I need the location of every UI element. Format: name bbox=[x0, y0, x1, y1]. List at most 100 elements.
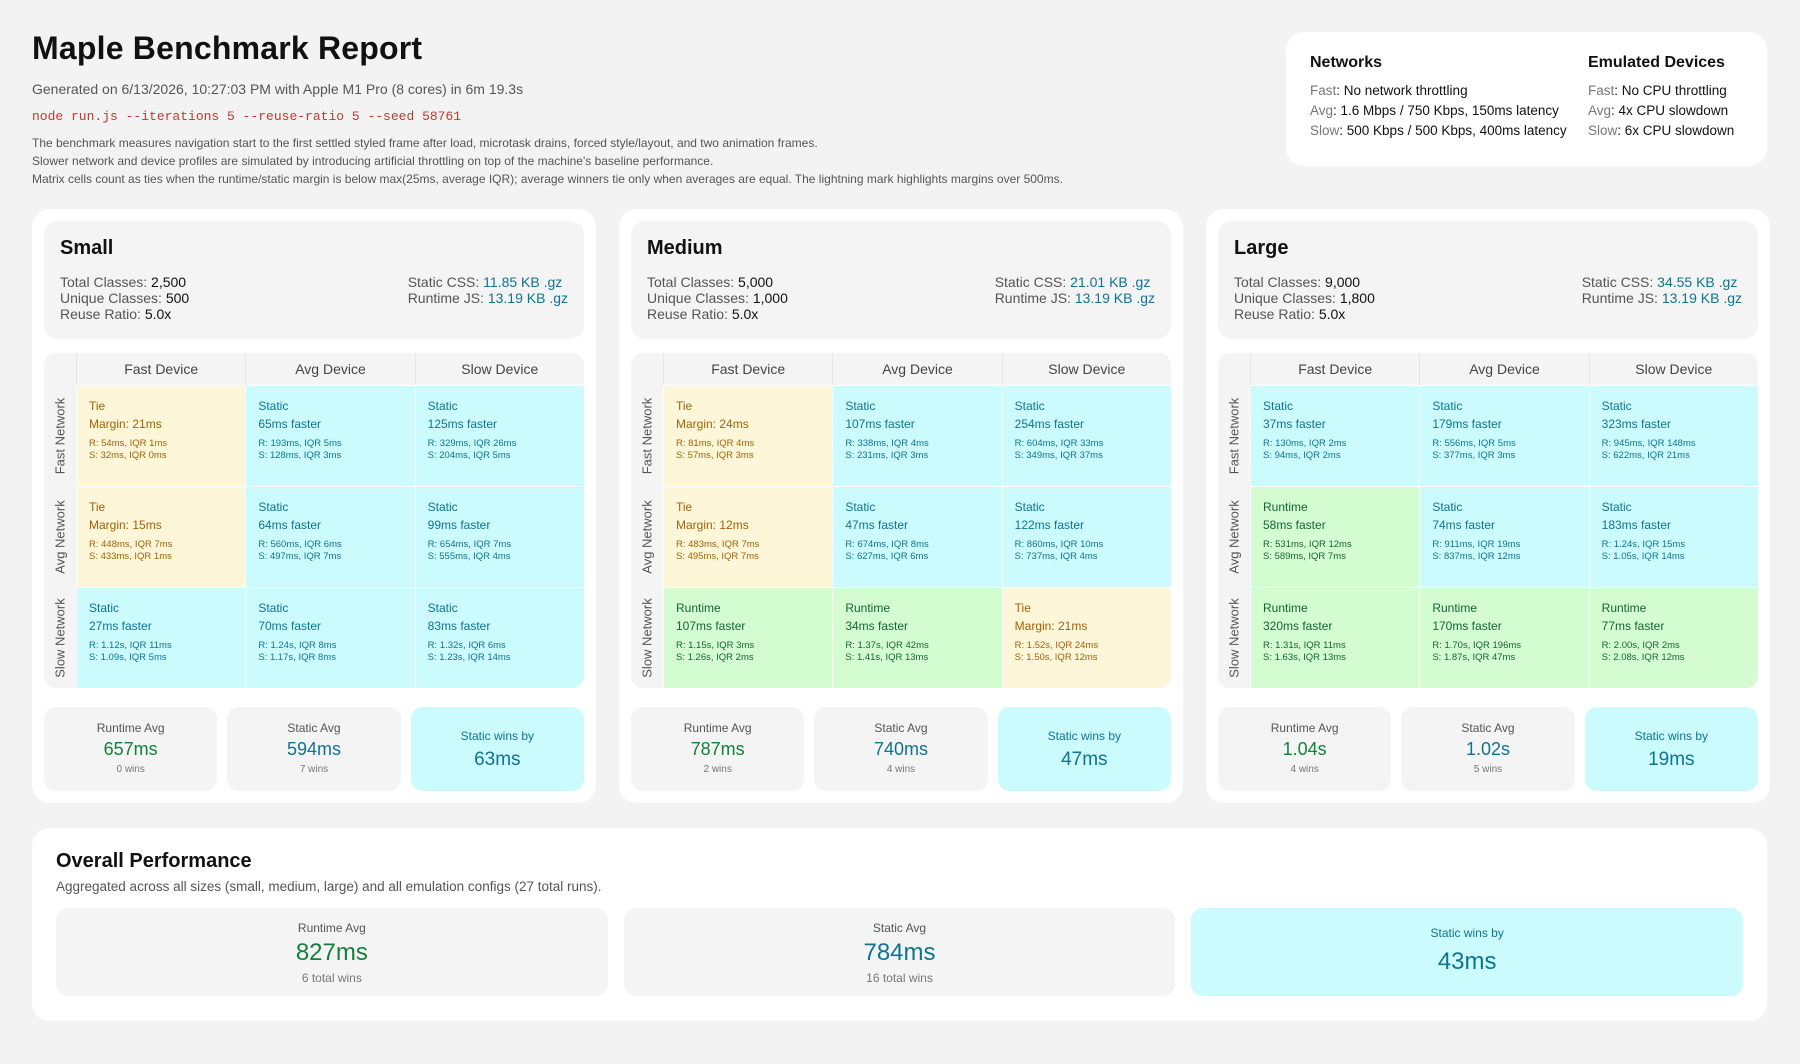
runtime-js-size: 13.19 KB .gz bbox=[1661, 290, 1742, 306]
cell-margin: 37ms faster bbox=[1263, 417, 1326, 431]
cell-runtime-stats: R: 604ms, IQR 33ms bbox=[1014, 438, 1104, 449]
runtime-wins: 4 wins bbox=[1290, 764, 1319, 775]
cell-margin: 320ms faster bbox=[1263, 619, 1333, 633]
cell-winner: Tie bbox=[89, 399, 106, 413]
matrix-header: Fast Device Avg Device Slow Device bbox=[631, 353, 1171, 385]
result-cell-avg-network-fast-device: Tie Margin: 15ms R: 448ms, IQR 7ms S: 43… bbox=[76, 486, 246, 587]
result-cell-fast-network-avg-device: Static 65ms faster R: 193ms, IQR 5ms S: … bbox=[245, 385, 415, 486]
matrix-row-fast-network: Fast Network Tie Margin: 21ms R: 54ms, I… bbox=[44, 385, 584, 486]
cell-winner: Runtime bbox=[1263, 500, 1308, 514]
static-avg-value: 740ms bbox=[873, 739, 928, 759]
cell-static-stats: S: 1.87s, IQR 47ms bbox=[1432, 651, 1516, 663]
static-avg-box: Static Avg 1.02s 5 wins bbox=[1401, 707, 1575, 791]
cell-margin: 47ms faster bbox=[845, 518, 909, 532]
cell-margin: 254ms faster bbox=[1014, 417, 1085, 431]
reuse-ratio: 5.0x bbox=[731, 306, 759, 322]
cell-margin: Margin: 15ms bbox=[89, 518, 162, 532]
overall-performance: Overall Performance Aggregated across al… bbox=[32, 828, 1767, 1021]
winner-box: Static wins by 47ms bbox=[997, 707, 1171, 791]
runtime-js-size: 13.19 KB .gz bbox=[487, 290, 568, 306]
description-line: The benchmark measures navigation start … bbox=[32, 136, 818, 150]
result-cell-avg-network-fast-device: Runtime 58ms faster R: 531ms, IQR 12ms S… bbox=[1250, 486, 1420, 587]
runtime-js-size: 13.19 KB .gz bbox=[1074, 290, 1155, 306]
cell-static-stats: S: 837ms, IQR 12ms bbox=[1432, 550, 1521, 562]
results-matrix: Fast Device Avg Device Slow Device Fast … bbox=[44, 353, 584, 688]
cell-static-stats: S: 555ms, IQR 4ms bbox=[427, 550, 511, 562]
total-classes: 5,000 bbox=[738, 274, 774, 290]
matrix-row-fast-network: Fast Network Static 37ms faster R: 130ms… bbox=[1218, 385, 1758, 486]
cell-runtime-stats: R: 338ms, IQR 4ms bbox=[845, 438, 929, 449]
panel-summary: Runtime Avg 1.04s 4 wins Static Avg 1.02… bbox=[1218, 707, 1758, 791]
results-matrix: Fast Device Avg Device Slow Device Fast … bbox=[1218, 353, 1758, 688]
overall-static-avg: Static Avg 784ms 16 total wins bbox=[623, 908, 1176, 996]
cell-runtime-stats: R: 1.52s, IQR 24ms bbox=[1014, 640, 1099, 651]
row-label: Fast Network bbox=[631, 385, 663, 486]
devices-legend: Emulated Devices Fast: No CPU throttling… bbox=[1588, 54, 1734, 144]
result-cell-avg-network-slow-device: Static 122ms faster R: 860ms, IQR 10ms S… bbox=[1001, 486, 1171, 587]
class-stats: Total Classes: 5,000 Unique Classes: 1,0… bbox=[647, 274, 788, 322]
total-classes: 2,500 bbox=[151, 274, 187, 290]
cell-static-stats: S: 32ms, IQR 0ms bbox=[89, 449, 167, 461]
cell-static-stats: S: 1.05s, IQR 14ms bbox=[1601, 550, 1685, 562]
result-cell-fast-network-avg-device: Static 179ms faster R: 556ms, IQR 5ms S:… bbox=[1419, 385, 1589, 486]
panel-small: Small Total Classes: 2,500 Unique Classe… bbox=[32, 209, 596, 803]
cell-runtime-stats: R: 1.12s, IQR 11ms bbox=[89, 640, 172, 651]
result-cell-slow-network-avg-device: Static 70ms faster R: 1.24s, IQR 8ms S: … bbox=[245, 587, 415, 688]
row-label: Slow Network bbox=[1218, 587, 1250, 688]
cell-margin: 27ms faster bbox=[89, 619, 152, 633]
class-stats: Total Classes: 9,000 Unique Classes: 1,8… bbox=[1234, 274, 1375, 322]
cell-margin: Margin: 24ms bbox=[676, 417, 749, 431]
runtime-wins: 6 total wins bbox=[301, 971, 362, 985]
bundle-stats: Static CSS: 21.01 KB .gz Runtime JS: 13.… bbox=[994, 274, 1155, 306]
panel-header: Medium Total Classes: 5,000 Unique Class… bbox=[631, 221, 1171, 339]
cell-runtime-stats: R: 860ms, IQR 10ms bbox=[1014, 539, 1104, 550]
page-title: Maple Benchmark Report bbox=[32, 30, 423, 66]
cell-static-stats: S: 204ms, IQR 5ms bbox=[427, 449, 511, 461]
cell-margin: 64ms faster bbox=[258, 518, 322, 532]
result-cell-slow-network-slow-device: Static 83ms faster R: 1.32s, IQR 6ms S: … bbox=[414, 587, 584, 688]
row-label: Fast Network bbox=[44, 385, 76, 486]
result-cell-fast-network-slow-device: Static 254ms faster R: 604ms, IQR 33ms S… bbox=[1001, 385, 1171, 486]
cell-winner: Static bbox=[1014, 399, 1045, 413]
matrix-row-avg-network: Avg Network Tie Margin: 15ms R: 448ms, I… bbox=[44, 486, 584, 587]
cell-margin: 58ms faster bbox=[1263, 518, 1326, 532]
winner-margin: 43ms bbox=[1437, 948, 1497, 975]
runtime-avg-value: 787ms bbox=[690, 739, 745, 759]
result-cell-slow-network-avg-device: Runtime 170ms faster R: 1.70s, IQR 196ms… bbox=[1419, 587, 1589, 688]
results-matrix: Fast Device Avg Device Slow Device Fast … bbox=[631, 353, 1171, 688]
runtime-avg-value: 657ms bbox=[103, 739, 158, 759]
overall-summary: Runtime Avg 827ms 6 total wins Static Av… bbox=[56, 908, 1744, 996]
panel-title: Large bbox=[1234, 237, 1289, 259]
cell-runtime-stats: R: 560ms, IQR 6ms bbox=[258, 539, 342, 550]
runtime-avg-box: Runtime Avg 657ms 0 wins bbox=[44, 707, 218, 791]
cell-winner: Static bbox=[1601, 500, 1632, 514]
description-line: Matrix cells count as ties when the runt… bbox=[32, 172, 1063, 186]
cell-static-stats: S: 589ms, IQR 7ms bbox=[1263, 550, 1346, 562]
devices-title: Emulated Devices bbox=[1588, 54, 1725, 71]
row-label: Slow Network bbox=[44, 587, 76, 688]
result-cell-slow-network-avg-device: Runtime 34ms faster R: 1.37s, IQR 42ms S… bbox=[832, 587, 1002, 688]
cell-runtime-stats: R: 1.31s, IQR 11ms bbox=[1263, 640, 1346, 651]
cell-static-stats: S: 1.09s, IQR 5ms bbox=[89, 651, 167, 663]
winner-box: Static wins by 63ms bbox=[410, 707, 584, 791]
cell-runtime-stats: R: 1.24s, IQR 15ms bbox=[1601, 539, 1686, 550]
static-wins: 16 total wins bbox=[866, 971, 933, 985]
result-cell-fast-network-fast-device: Tie Margin: 24ms R: 81ms, IQR 4ms S: 57m… bbox=[663, 385, 833, 486]
cell-static-stats: S: 231ms, IQR 3ms bbox=[845, 449, 929, 461]
winner-margin: 47ms bbox=[1061, 749, 1108, 770]
overall-winner: Static wins by 43ms bbox=[1191, 908, 1744, 996]
panel-summary: Runtime Avg 657ms 0 wins Static Avg 594m… bbox=[44, 707, 584, 791]
col-slow-device: Slow Device bbox=[414, 353, 584, 385]
static-css-size: 34.55 KB .gz bbox=[1657, 274, 1738, 290]
cell-runtime-stats: R: 193ms, IQR 5ms bbox=[258, 438, 342, 449]
networks-legend: Networks Fast: No network throttling Avg… bbox=[1310, 54, 1572, 144]
cell-winner: Static bbox=[1014, 500, 1045, 514]
runtime-avg-value: 827ms bbox=[295, 939, 368, 966]
cell-static-stats: S: 377ms, IQR 3ms bbox=[1432, 449, 1516, 461]
cell-runtime-stats: R: 531ms, IQR 12ms bbox=[1263, 539, 1352, 550]
cell-winner: Tie bbox=[1014, 601, 1031, 615]
cell-runtime-stats: R: 911ms, IQR 19ms bbox=[1432, 539, 1521, 550]
panel-header: Small Total Classes: 2,500 Unique Classe… bbox=[44, 221, 584, 339]
runtime-wins: 0 wins bbox=[116, 764, 145, 775]
legend-row: Fast: No network throttling bbox=[1310, 83, 1468, 98]
